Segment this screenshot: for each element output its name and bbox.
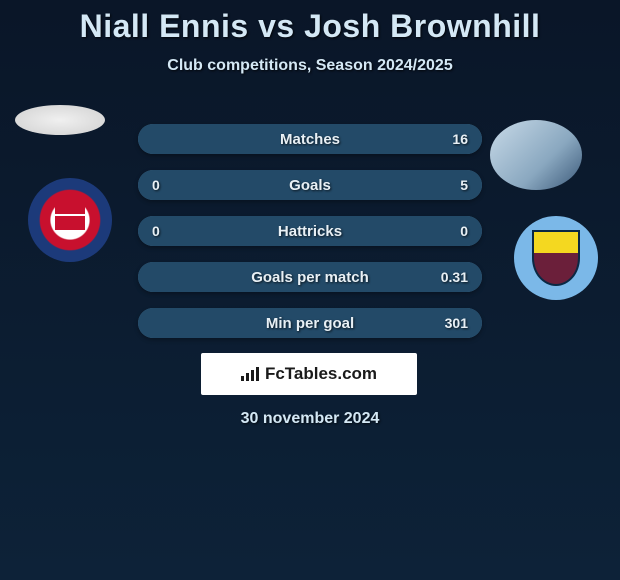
footer-date: 30 november 2024 [0, 410, 620, 428]
stats-container: Matches 16 0 Goals 5 0 Hattricks 0 Goals… [138, 124, 482, 354]
stat-label: Goals [138, 177, 482, 194]
comparison-title: Niall Ennis vs Josh Brownhill [0, 0, 620, 45]
brand-box[interactable]: FcTables.com [201, 353, 417, 395]
stat-label: Hattricks [138, 223, 482, 240]
stat-label: Matches [138, 131, 482, 148]
brand-text: FcTables.com [265, 364, 377, 384]
bar-chart-icon [241, 367, 259, 381]
stat-row-goals-per-match: Goals per match 0.31 [138, 262, 482, 292]
club-badge-right [514, 216, 598, 300]
stat-row-matches: Matches 16 [138, 124, 482, 154]
stat-label: Min per goal [138, 315, 482, 332]
stat-value-right: 16 [452, 131, 468, 147]
stat-row-min-per-goal: Min per goal 301 [138, 308, 482, 338]
stat-label: Goals per match [138, 269, 482, 286]
stat-row-goals: 0 Goals 5 [138, 170, 482, 200]
stat-value-right: 0.31 [441, 269, 468, 285]
player-photo-left [15, 105, 105, 135]
stat-value-right: 5 [460, 177, 468, 193]
club-badge-left [28, 178, 112, 262]
stat-row-hattricks: 0 Hattricks 0 [138, 216, 482, 246]
player-photo-right [490, 120, 582, 190]
stat-value-right: 0 [460, 223, 468, 239]
comparison-subtitle: Club competitions, Season 2024/2025 [0, 57, 620, 75]
stat-value-right: 301 [445, 315, 468, 331]
